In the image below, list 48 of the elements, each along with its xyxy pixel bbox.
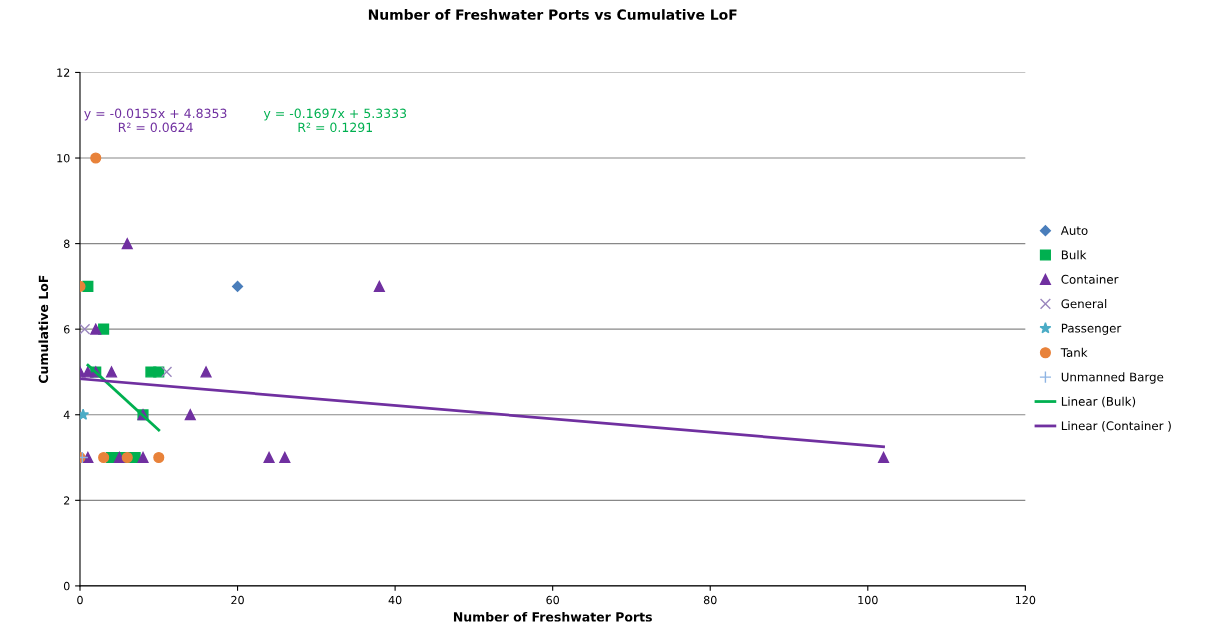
y-tick-label: 12 [57, 68, 70, 77]
point [82, 366, 94, 378]
point [137, 451, 149, 464]
x-tick-label: 40 [388, 595, 402, 605]
legend-label: Linear (Bulk) [1061, 396, 1136, 408]
legend-label: Bulk [1061, 250, 1087, 260]
point [263, 451, 275, 464]
point [98, 451, 110, 464]
x-tick-label: 0 [77, 595, 83, 605]
legend-label: Auto [1060, 226, 1088, 235]
legend-label: Container [1061, 274, 1119, 284]
x-axis-title: Number of Freshwater Ports [453, 611, 652, 622]
y-tick-label: 4 [63, 410, 70, 419]
y-axis-title: Cumulative LoF [38, 275, 49, 384]
legend-label: General [1061, 299, 1107, 309]
legend-label: Unmanned Barge [1061, 372, 1164, 384]
y-tick-label: 8 [63, 239, 70, 248]
point [153, 451, 165, 464]
legend-label: Tank [1060, 347, 1088, 358]
x-tick-label: 60 [546, 595, 559, 605]
annotation: y = -0.1697x + 5.3333 R² = 0.1291 [263, 108, 407, 133]
y-tick-label: 0 [63, 581, 70, 591]
x-tick-label: 120 [1015, 595, 1036, 605]
point [82, 451, 94, 464]
point [79, 323, 91, 335]
point [877, 451, 890, 464]
y-tick-label: 6 [63, 325, 70, 334]
point [153, 366, 165, 378]
point [105, 366, 118, 378]
point [373, 280, 385, 292]
point [161, 366, 173, 378]
x-tick-label: 100 [858, 595, 878, 605]
point [79, 408, 90, 420]
x-tick-label: 20 [231, 595, 244, 605]
x-tick-label: 80 [703, 595, 717, 605]
point [184, 409, 196, 421]
y-tick-label: 10 [57, 154, 70, 163]
point [200, 366, 212, 378]
point [279, 451, 291, 464]
annotation: y = -0.0155x + 4.8353 R² = 0.0624 [84, 108, 227, 133]
point [90, 323, 102, 335]
point [90, 152, 102, 164]
point [231, 280, 244, 292]
point [121, 238, 133, 250]
chart-title: Number of Freshwater Ports vs Cumulative LoF [368, 9, 737, 20]
y-tick-label: 2 [64, 496, 70, 505]
legend-label: Passenger [1061, 323, 1122, 335]
legend-label: Linear (Container ) [1061, 421, 1171, 432]
